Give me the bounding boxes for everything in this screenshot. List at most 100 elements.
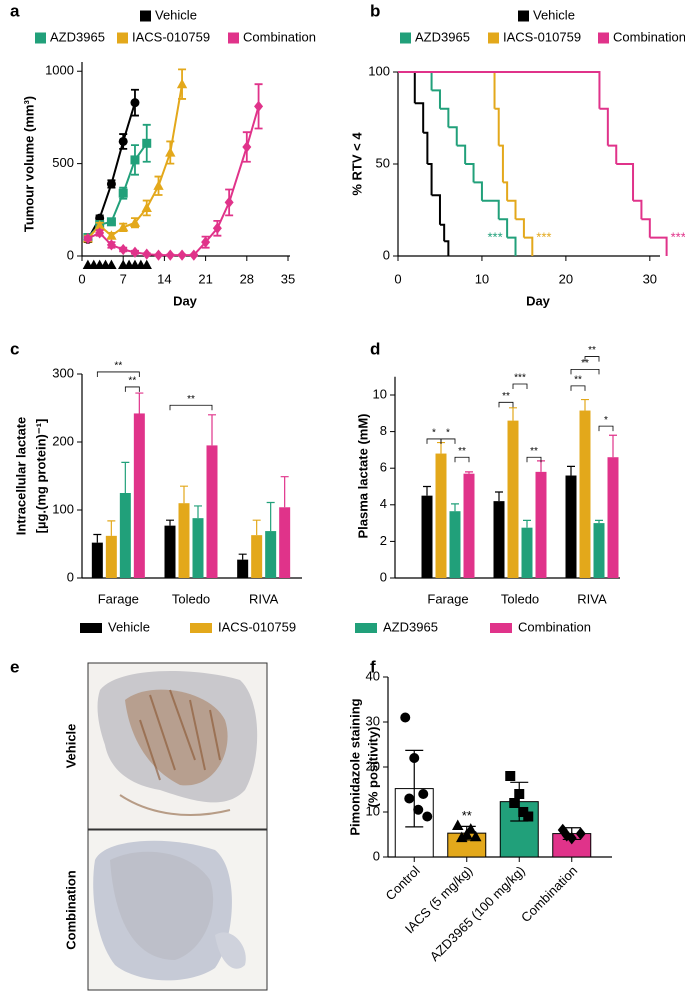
y-tick-label: 0 bbox=[380, 569, 387, 584]
significance-label: ** bbox=[458, 446, 466, 457]
error-bar bbox=[135, 392, 144, 414]
y-tick-label: 4 bbox=[380, 496, 387, 511]
step-segment bbox=[473, 181, 483, 201]
data-point bbox=[575, 827, 586, 840]
y-tick-label: 0 bbox=[373, 848, 380, 863]
step-segment bbox=[456, 144, 467, 164]
x-tick-label: 0 bbox=[78, 271, 85, 286]
step-segment bbox=[431, 194, 441, 225]
legend-swatch bbox=[35, 32, 46, 44]
data-point bbox=[452, 819, 464, 830]
legend-label: AZD3965 bbox=[383, 619, 438, 634]
significance-label: * bbox=[604, 415, 608, 426]
data-point bbox=[254, 100, 264, 112]
data-point bbox=[106, 239, 116, 251]
significance-bracket bbox=[598, 425, 614, 432]
panel-label: e bbox=[10, 657, 19, 676]
y-axis-label: % RTV < 4 bbox=[349, 132, 364, 196]
error-bar bbox=[523, 519, 531, 528]
image-label: Combination bbox=[63, 870, 78, 949]
significance-bracket bbox=[454, 456, 470, 463]
x-tick-label: 14 bbox=[157, 271, 171, 286]
data-point bbox=[118, 243, 128, 256]
significance-label: * bbox=[432, 428, 436, 439]
data-point bbox=[509, 798, 520, 808]
significance-label: *** bbox=[514, 373, 526, 384]
error-bar bbox=[537, 460, 545, 472]
error-bar bbox=[495, 491, 503, 502]
legend-label: AZD3965 bbox=[50, 29, 105, 44]
data-point bbox=[404, 793, 415, 804]
step-segment bbox=[439, 223, 446, 242]
data-point bbox=[130, 246, 140, 258]
bar bbox=[535, 471, 547, 578]
y-tick-label: 30 bbox=[366, 713, 380, 728]
x-tick-label: Farage bbox=[427, 591, 468, 606]
data-point bbox=[514, 789, 525, 799]
significance-bracket bbox=[526, 456, 542, 463]
step-segment bbox=[481, 199, 500, 220]
data-point bbox=[177, 249, 187, 261]
data-point bbox=[212, 222, 222, 234]
tissue-fragment bbox=[215, 932, 246, 969]
bar bbox=[579, 410, 591, 578]
legend-swatch bbox=[117, 32, 128, 44]
data-point bbox=[224, 196, 234, 209]
error-bar bbox=[451, 503, 459, 512]
x-tick-label: 35 bbox=[281, 271, 295, 286]
significance-label: ** bbox=[462, 808, 472, 823]
error-bar bbox=[423, 485, 431, 496]
step-segment bbox=[398, 71, 416, 104]
data-point bbox=[422, 811, 433, 822]
y-axis-label: (% positivity) bbox=[365, 727, 380, 808]
x-tick-label: Toledo bbox=[172, 591, 210, 606]
histology-images bbox=[87, 662, 268, 991]
data-point bbox=[154, 249, 164, 261]
error-bar bbox=[93, 533, 102, 543]
bar bbox=[463, 473, 475, 578]
data-point bbox=[165, 249, 175, 261]
bar bbox=[507, 420, 519, 578]
data-point bbox=[413, 804, 424, 815]
y-tick-label: 20 bbox=[366, 758, 380, 773]
bar bbox=[251, 535, 263, 578]
legend-label: IACS-010759 bbox=[132, 29, 210, 44]
data-point bbox=[106, 230, 117, 240]
significance-label: * bbox=[446, 428, 450, 439]
y-axis-label: Plasma lactate (mM) bbox=[355, 414, 370, 539]
data-point bbox=[400, 712, 411, 723]
legend-label: Combination bbox=[243, 29, 316, 44]
panel-label: b bbox=[370, 1, 380, 20]
x-tick-label: 20 bbox=[559, 271, 573, 286]
legend-swatch bbox=[598, 32, 609, 44]
data-point bbox=[242, 141, 252, 153]
y-tick-label: 300 bbox=[52, 365, 74, 380]
legend-label: AZD3965 bbox=[415, 29, 470, 44]
bar bbox=[119, 493, 131, 578]
significance-bracket bbox=[96, 371, 140, 377]
legend-swatch bbox=[80, 623, 102, 633]
legend-swatch bbox=[490, 623, 512, 633]
error-bar bbox=[437, 441, 445, 454]
data-point bbox=[165, 147, 176, 157]
data-point bbox=[465, 823, 477, 834]
x-tick-label: 0 bbox=[394, 271, 401, 286]
legend-label: Vehicle bbox=[533, 7, 575, 22]
x-tick-label: 28 bbox=[240, 271, 254, 286]
bar bbox=[91, 542, 103, 578]
tissue-core bbox=[110, 851, 214, 960]
error-bar bbox=[180, 485, 188, 504]
y-tick-label: 100 bbox=[52, 501, 74, 516]
data-point bbox=[561, 829, 572, 842]
bar bbox=[565, 475, 577, 578]
legend-label: Combination bbox=[613, 29, 685, 44]
legend-swatch bbox=[355, 623, 377, 633]
y-tick-label: 0 bbox=[383, 247, 390, 262]
error-bar bbox=[107, 520, 116, 536]
x-tick-label: Combination bbox=[518, 863, 580, 925]
error-bar bbox=[509, 407, 517, 421]
step-segment bbox=[498, 144, 504, 183]
significance-label: ** bbox=[581, 358, 589, 369]
legend-swatch bbox=[190, 623, 212, 633]
